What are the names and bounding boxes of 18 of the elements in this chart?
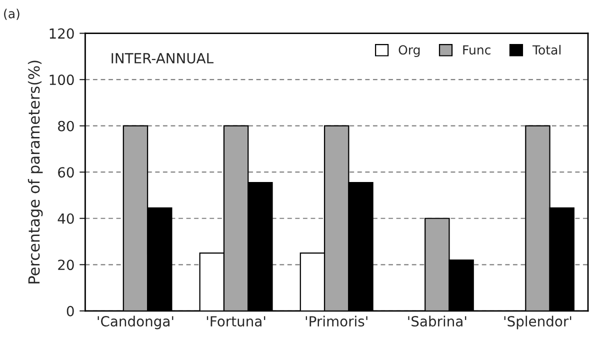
y-tick-label: 0 bbox=[66, 306, 74, 316]
y-axis-title: Percentage of parameters(%) bbox=[28, 60, 43, 284]
legend-label: Func bbox=[463, 45, 490, 55]
y-tick-label: 40 bbox=[58, 213, 74, 224]
x-tick-label: 'Splendor' bbox=[504, 316, 572, 330]
annotation: INTER-ANNUAL bbox=[112, 53, 214, 64]
y-tick-label: 60 bbox=[58, 167, 74, 178]
x-tick-label: 'Primoris' bbox=[306, 316, 368, 327]
y-tick-label: 120 bbox=[50, 28, 74, 39]
y-tick-label: 20 bbox=[58, 260, 74, 270]
x-tick-label: 'Sabrina' bbox=[408, 316, 466, 327]
legend-label: Total bbox=[532, 44, 560, 55]
legend-label: Org bbox=[398, 45, 420, 58]
y-tick-label: 100 bbox=[50, 74, 74, 86]
x-tick-label: 'Fortuna' bbox=[206, 316, 266, 327]
text: (a) bbox=[4, 8, 20, 20]
y-tick-label: 80 bbox=[58, 120, 74, 132]
x-tick-label: 'Candonga' bbox=[98, 316, 174, 330]
